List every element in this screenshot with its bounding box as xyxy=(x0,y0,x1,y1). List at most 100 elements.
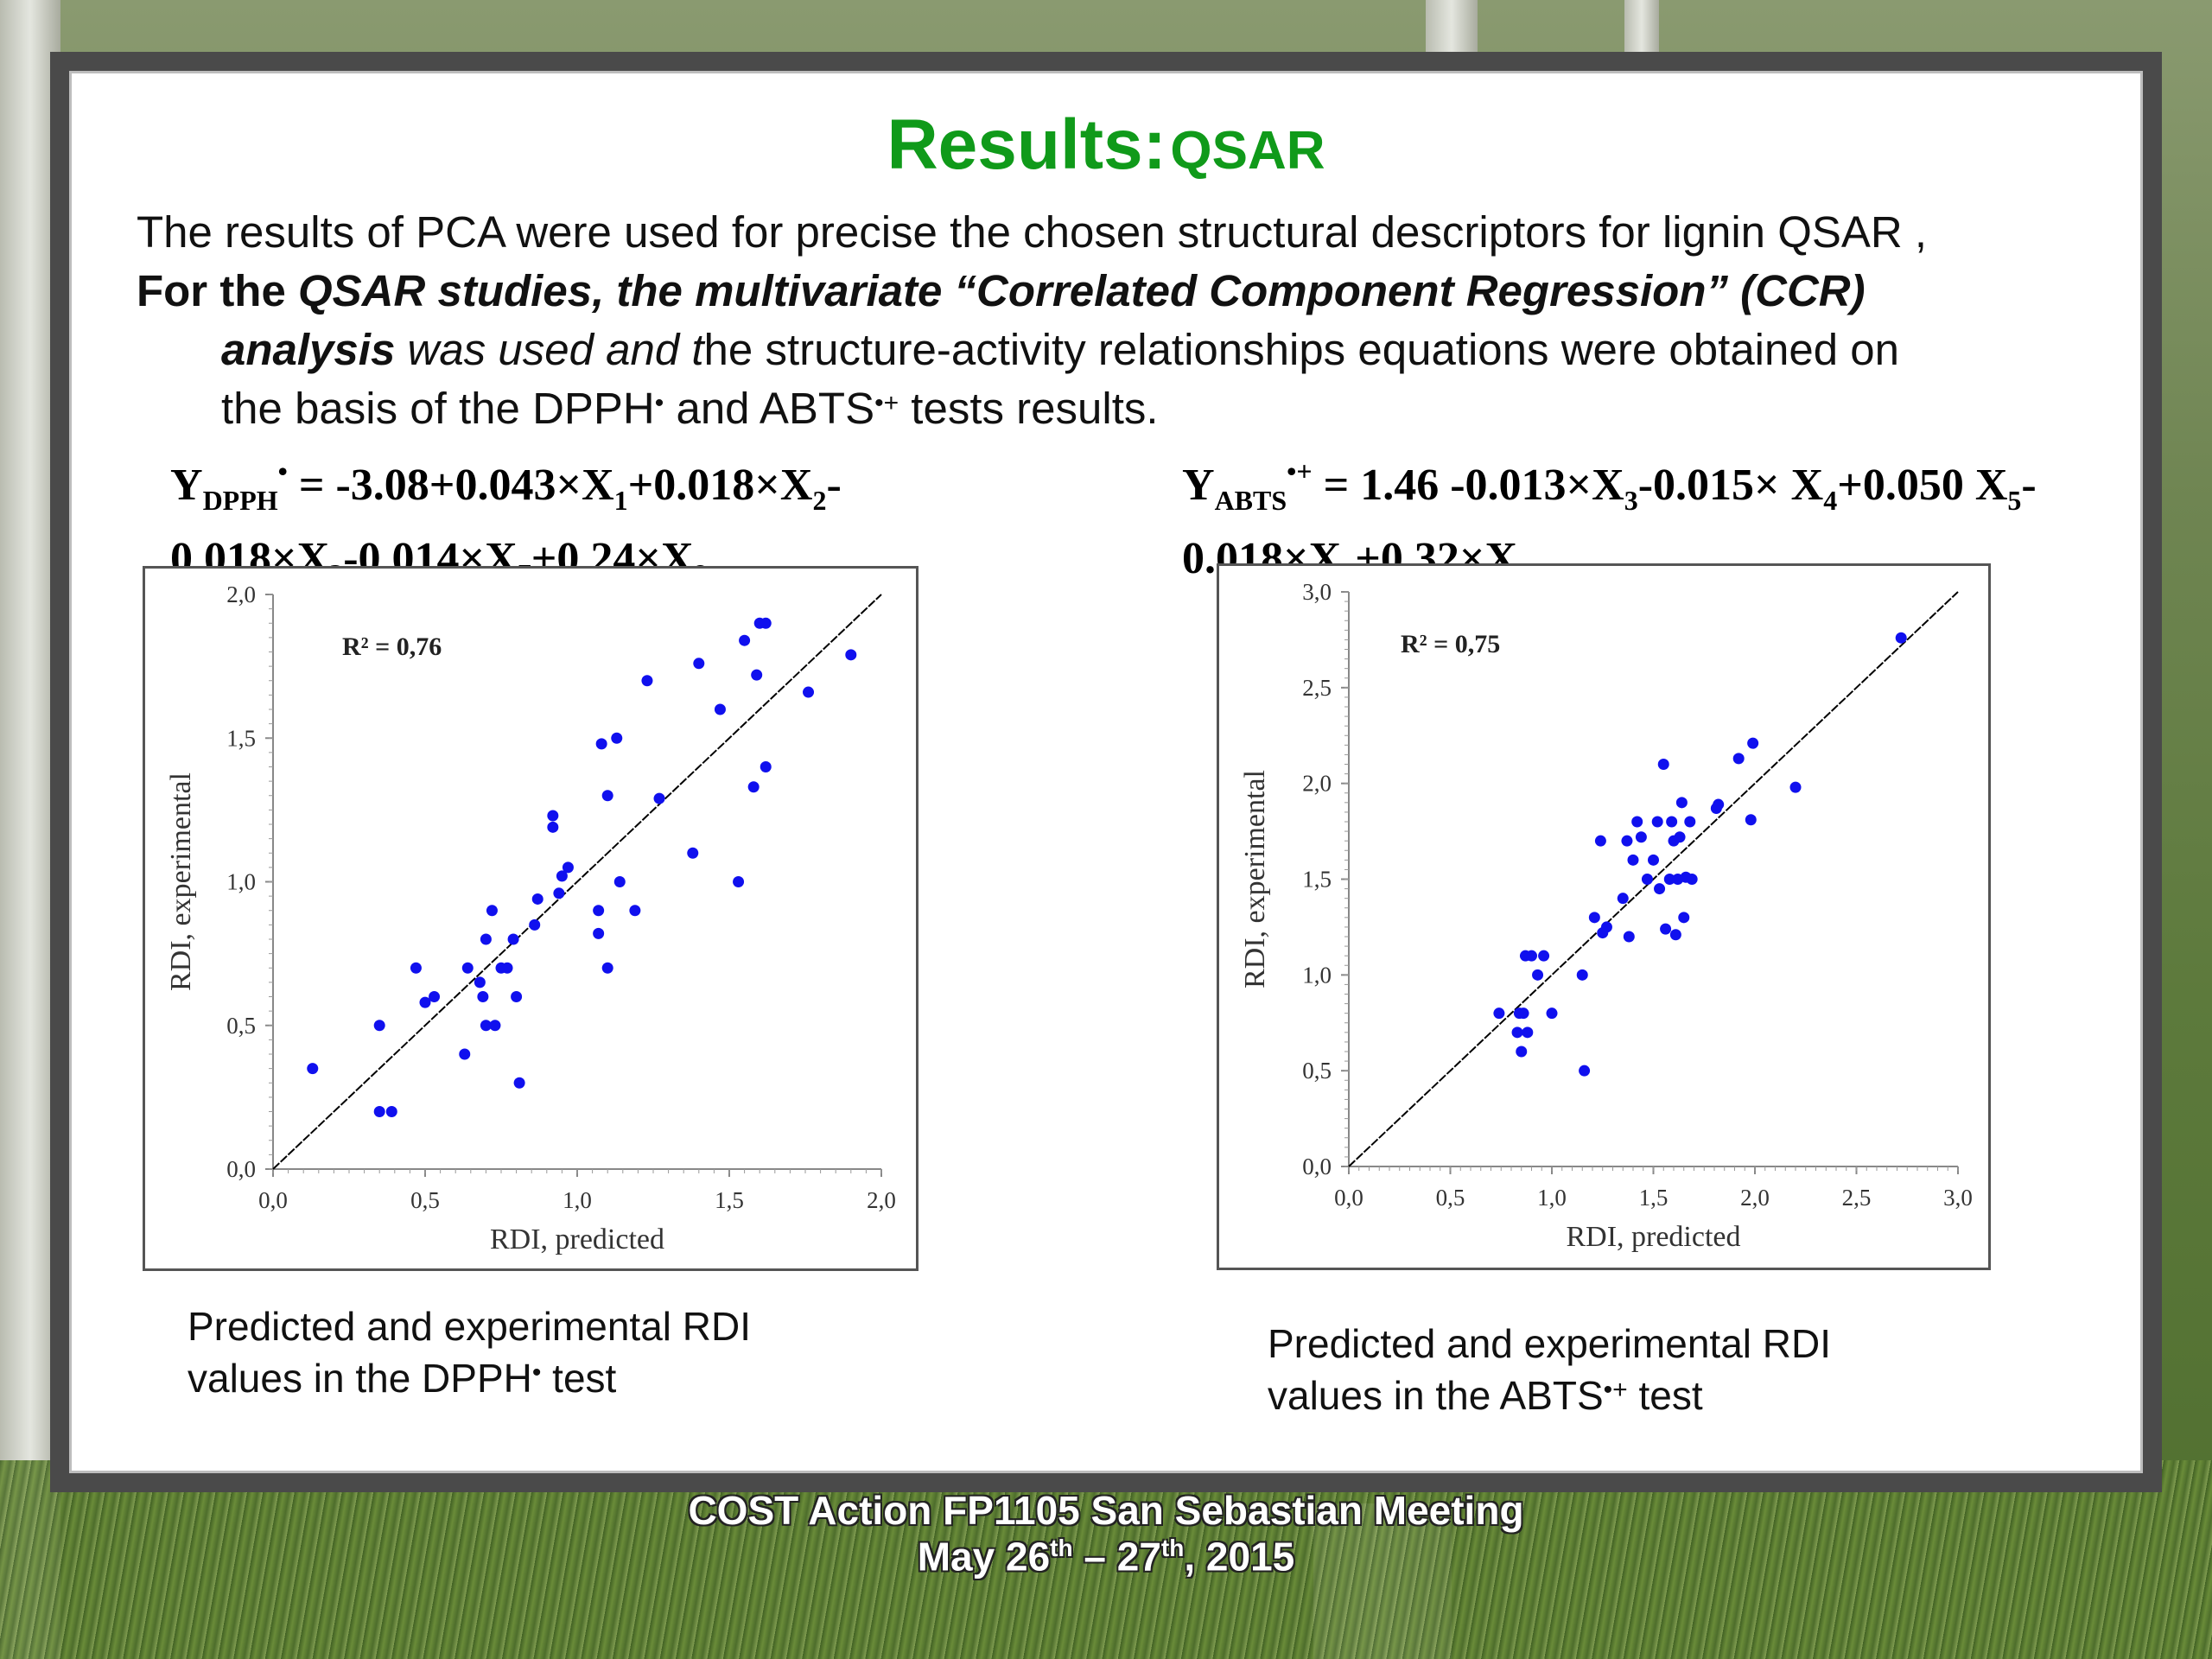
data-point xyxy=(511,991,523,1002)
paragraph-text-bold-italic: analysis xyxy=(221,325,396,374)
data-point xyxy=(385,1106,397,1117)
data-point xyxy=(1789,781,1802,793)
y-tick-label: 3,0 xyxy=(1302,579,1332,605)
data-point xyxy=(1511,1027,1523,1039)
data-point xyxy=(760,617,772,629)
data-point xyxy=(373,1020,385,1032)
eq-subscript: ABTS xyxy=(1214,485,1287,516)
x-tick-label: 2,0 xyxy=(867,1187,896,1213)
data-point xyxy=(739,634,751,646)
y-axis-label: RDI, experimental xyxy=(1239,770,1271,988)
caption-line: values in the DPPH• test xyxy=(188,1352,751,1404)
data-point xyxy=(1579,1065,1591,1077)
eq-superscript: • xyxy=(277,455,288,486)
paragraph-line-3: analysis was used and the structure-acti… xyxy=(221,321,1899,379)
data-point xyxy=(429,991,441,1002)
caption-text: values in the DPPH xyxy=(188,1356,532,1401)
data-point xyxy=(1654,883,1666,895)
data-point xyxy=(611,732,623,744)
x-tick-label: 0,5 xyxy=(1436,1185,1465,1211)
data-point xyxy=(1674,831,1686,843)
data-point xyxy=(1526,950,1537,962)
data-point xyxy=(1600,921,1612,933)
data-point xyxy=(629,905,641,917)
eq-subscript: 3 xyxy=(1624,485,1638,516)
radical-dot: • xyxy=(531,1358,542,1387)
background-grass xyxy=(0,1460,2212,1659)
data-point xyxy=(687,847,699,859)
data-point xyxy=(1675,797,1688,809)
data-point xyxy=(1669,929,1681,941)
caption-line: Predicted and experimental RDI xyxy=(1268,1321,1831,1366)
data-point xyxy=(531,893,543,905)
eq-subscript: 5 xyxy=(2007,485,2022,516)
y-tick-label: 1,0 xyxy=(1302,962,1332,988)
data-point xyxy=(1641,874,1653,885)
data-point xyxy=(486,905,498,917)
data-point xyxy=(1546,1007,1558,1020)
data-point xyxy=(1666,816,1678,828)
data-point xyxy=(1660,923,1672,935)
paragraph-line-2: For the QSAR studies, the multivariate “… xyxy=(137,262,1866,321)
x-tick-label: 0,0 xyxy=(258,1187,288,1213)
footer-text: , 2015 xyxy=(1184,1534,1295,1580)
data-point xyxy=(459,1048,471,1060)
chart-abts-svg: 0,0 0,5 1,0 1,5 2,0 2,5 3,0 0,0 0,5 1,0 1,5 2,0 2,5 3… xyxy=(1239,579,1973,1253)
data-point xyxy=(461,962,474,974)
data-point xyxy=(1532,969,1544,981)
reference-line xyxy=(1348,591,1959,1167)
eq-text: +0.018×X xyxy=(627,461,813,510)
eq-subscript: 4 xyxy=(1823,485,1838,516)
y-tick-label: 0,0 xyxy=(1302,1154,1332,1179)
y-tick-label: 1,0 xyxy=(226,869,256,895)
radical-dot: • xyxy=(654,389,664,417)
data-point xyxy=(1631,816,1643,828)
x-tick-label: 0,5 xyxy=(410,1187,440,1213)
data-point xyxy=(751,669,763,681)
data-point xyxy=(489,1020,501,1032)
data-point xyxy=(373,1106,385,1117)
data-point xyxy=(1747,737,1759,749)
data-point xyxy=(845,649,857,661)
data-point xyxy=(747,781,760,793)
paragraph-text-italic: was used and t xyxy=(395,325,704,374)
data-point xyxy=(480,1020,492,1032)
chart-abts: 0,0 0,5 1,0 1,5 2,0 2,5 3,0 0,0 0,5 1,0 1,5 2,0 2,5 3… xyxy=(1217,563,1991,1270)
y-tick-label: 2,0 xyxy=(226,582,256,607)
data-point xyxy=(1588,912,1600,924)
r-squared-annotation: R² = 0,75 xyxy=(1401,630,1500,658)
caption-text: test xyxy=(541,1356,617,1401)
data-point xyxy=(641,675,653,687)
data-point xyxy=(1522,1027,1534,1039)
eq-text: Y xyxy=(1182,461,1215,510)
paragraph-text: and ABTS xyxy=(664,384,875,433)
y-tick-label: 1,5 xyxy=(1302,867,1332,893)
footer-line-1: COST Action FP1105 San Sebastian Meeting xyxy=(688,1488,1524,1533)
data-point xyxy=(601,790,613,802)
data-point xyxy=(803,686,815,698)
x-tick-label: 2,5 xyxy=(1842,1185,1872,1211)
data-point xyxy=(553,887,565,899)
equation-abts-line-1: YABTS•+ = 1.46 -0.013×X3-0.015× X4+0.050… xyxy=(1182,442,2037,530)
footer-text: May 26 xyxy=(917,1534,1051,1580)
data-point xyxy=(1663,874,1675,885)
x-tick-label: 3,0 xyxy=(1943,1185,1973,1211)
data-point xyxy=(307,1063,319,1075)
data-point xyxy=(1895,632,1907,644)
y-tick-label: 0,0 xyxy=(226,1156,256,1182)
chart-dpph-svg: 0,0 0,5 1,0 1,5 2,0 0,0 0,5 1,0 1,5 2,0 RDI, predi… xyxy=(165,582,896,1255)
y-tick-label: 2,5 xyxy=(1302,675,1332,701)
data-point xyxy=(593,905,605,917)
data-point xyxy=(562,861,574,874)
data-point xyxy=(507,933,519,945)
title-main: Results: xyxy=(887,105,1166,184)
eq-text: - xyxy=(2021,461,2037,510)
data-point xyxy=(593,927,605,939)
data-point xyxy=(474,976,486,988)
caption-abts: Predicted and experimental RDI values in… xyxy=(1268,1318,1831,1421)
data-point xyxy=(1684,816,1696,828)
paragraph-text-italic: QSAR studies, the multivariate “Correlat… xyxy=(298,266,1866,315)
data-point xyxy=(733,876,745,887)
data-point xyxy=(556,870,568,882)
data-point xyxy=(1657,759,1669,770)
